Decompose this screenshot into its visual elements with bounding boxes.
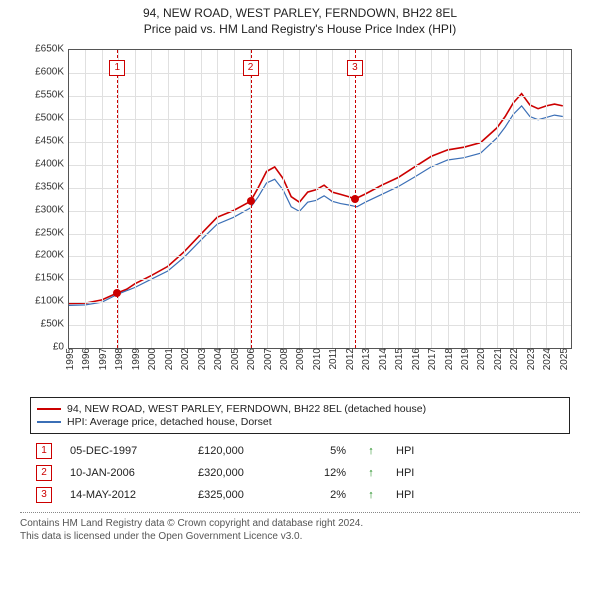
- chart-title-block: 94, NEW ROAD, WEST PARLEY, FERNDOWN, BH2…: [0, 0, 600, 37]
- legend-swatch-subject: [37, 408, 61, 410]
- sale-point-dot: [113, 289, 121, 297]
- y-tick-label: £50K: [20, 319, 64, 330]
- x-tick-label: 2000: [147, 348, 158, 370]
- event-row-pct: 2%: [306, 489, 346, 501]
- event-row-pct: 5%: [306, 445, 346, 457]
- event-row-badge: 1: [36, 443, 52, 459]
- event-row-cmp: HPI: [396, 467, 414, 479]
- y-tick-label: £100K: [20, 296, 64, 307]
- legend-box: 94, NEW ROAD, WEST PARLEY, FERNDOWN, BH2…: [30, 397, 570, 434]
- event-marker-badge: 1: [109, 60, 125, 76]
- y-tick-label: £500K: [20, 112, 64, 123]
- x-tick-label: 2001: [164, 348, 175, 370]
- footer-line1: Contains HM Land Registry data © Crown c…: [20, 517, 580, 530]
- plot-area: 1995199619971998199920002001200220032004…: [68, 49, 572, 349]
- footer-line2: This data is licensed under the Open Gov…: [20, 530, 580, 543]
- event-row-cmp: HPI: [396, 489, 414, 501]
- x-tick-label: 2008: [279, 348, 290, 370]
- y-tick-label: £0: [20, 342, 64, 353]
- event-row-badge: 2: [36, 465, 52, 481]
- y-tick-label: £350K: [20, 181, 64, 192]
- y-tick-label: £250K: [20, 227, 64, 238]
- y-tick-label: £550K: [20, 90, 64, 101]
- event-row: 1 05-DEC-1997 £120,000 5% ↑ HPI: [30, 440, 570, 462]
- footer-attribution: Contains HM Land Registry data © Crown c…: [20, 512, 580, 543]
- event-row-price: £120,000: [198, 445, 288, 457]
- legend-row-hpi: HPI: Average price, detached house, Dors…: [37, 416, 563, 428]
- legend-row-subject: 94, NEW ROAD, WEST PARLEY, FERNDOWN, BH2…: [37, 403, 563, 415]
- x-tick-label: 2025: [559, 348, 570, 370]
- event-row-cmp: HPI: [396, 445, 414, 457]
- x-tick-label: 2010: [312, 348, 323, 370]
- x-tick-label: 1996: [81, 348, 92, 370]
- event-row: 3 14-MAY-2012 £325,000 2% ↑ HPI: [30, 484, 570, 506]
- x-tick-label: 1997: [98, 348, 109, 370]
- event-row-date: 05-DEC-1997: [70, 445, 180, 457]
- title-line2: Price paid vs. HM Land Registry's House …: [0, 22, 600, 38]
- y-tick-label: £200K: [20, 250, 64, 261]
- x-tick-label: 2014: [378, 348, 389, 370]
- x-tick-label: 2012: [345, 348, 356, 370]
- event-marker-line: [117, 50, 118, 348]
- event-row: 2 10-JAN-2006 £320,000 12% ↑ HPI: [30, 462, 570, 484]
- x-tick-label: 2011: [328, 348, 339, 370]
- x-tick-label: 2023: [526, 348, 537, 370]
- x-tick-label: 2004: [213, 348, 224, 370]
- event-row-pct: 12%: [306, 467, 346, 479]
- event-row-price: £320,000: [198, 467, 288, 479]
- x-tick-label: 2018: [444, 348, 455, 370]
- x-tick-label: 1999: [131, 348, 142, 370]
- x-tick-label: 2007: [263, 348, 274, 370]
- y-tick-label: £400K: [20, 158, 64, 169]
- chart-container: 1995 1996 1997 1998 1999 2000 2001 2002 2003 2004…: [20, 43, 580, 393]
- event-row-date: 10-JAN-2006: [70, 467, 180, 479]
- event-marker-badge: 2: [243, 60, 259, 76]
- events-table: 1 05-DEC-1997 £120,000 5% ↑ HPI 2 10-JAN-2006 £3…: [30, 440, 570, 506]
- y-tick-label: £600K: [20, 67, 64, 78]
- x-tick-label: 1998: [114, 348, 125, 370]
- x-tick-label: 2016: [411, 348, 422, 370]
- line-series-svg: [69, 50, 571, 348]
- x-tick-label: 2021: [493, 348, 504, 370]
- arrow-up-icon: ↑: [364, 445, 378, 457]
- x-tick-label: 2020: [476, 348, 487, 370]
- event-row-price: £325,000: [198, 489, 288, 501]
- x-tick-label: 2009: [295, 348, 306, 370]
- event-row-date: 14-MAY-2012: [70, 489, 180, 501]
- event-marker-badge: 3: [347, 60, 363, 76]
- y-tick-label: £300K: [20, 204, 64, 215]
- arrow-up-icon: ↑: [364, 489, 378, 501]
- x-tick-label: 2017: [427, 348, 438, 370]
- x-tick-label: 2013: [361, 348, 372, 370]
- arrow-up-icon: ↑: [364, 467, 378, 479]
- x-tick-label: 2003: [197, 348, 208, 370]
- x-tick-label: 2005: [230, 348, 241, 370]
- x-tick-label: 2022: [509, 348, 520, 370]
- sale-point-dot: [351, 195, 359, 203]
- y-tick-label: £450K: [20, 135, 64, 146]
- title-line1: 94, NEW ROAD, WEST PARLEY, FERNDOWN, BH2…: [0, 6, 600, 22]
- x-tick-label: 2002: [180, 348, 191, 370]
- y-tick-label: £150K: [20, 273, 64, 284]
- legend-label-hpi: HPI: Average price, detached house, Dors…: [67, 416, 272, 428]
- legend-label-subject: 94, NEW ROAD, WEST PARLEY, FERNDOWN, BH2…: [67, 403, 426, 415]
- x-tick-label: 2019: [460, 348, 471, 370]
- x-tick-label: 1995: [65, 348, 76, 370]
- x-tick-label: 2024: [542, 348, 553, 370]
- x-tick-label: 2006: [246, 348, 257, 370]
- sale-point-dot: [247, 197, 255, 205]
- event-row-badge: 3: [36, 487, 52, 503]
- y-tick-label: £650K: [20, 44, 64, 55]
- legend-swatch-hpi: [37, 421, 61, 423]
- x-tick-label: 2015: [394, 348, 405, 370]
